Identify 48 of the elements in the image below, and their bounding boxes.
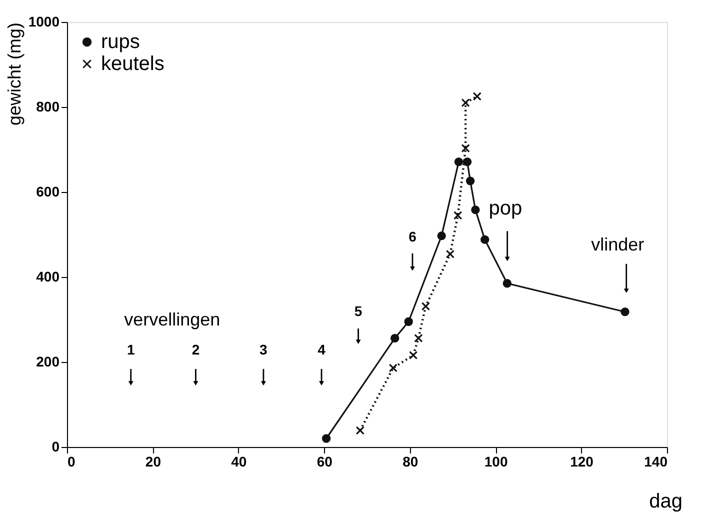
legend-label: rups bbox=[101, 31, 140, 53]
point bbox=[461, 98, 470, 108]
x-tick-label: 80 bbox=[402, 454, 418, 470]
annotation: 6 bbox=[408, 228, 417, 245]
x-tick-label: 0 bbox=[68, 454, 76, 470]
y-tick-label: 600 bbox=[36, 184, 60, 200]
annotation: 5 bbox=[354, 302, 362, 319]
point bbox=[390, 334, 400, 343]
legend-label: keutels bbox=[101, 53, 164, 75]
x-tick-label: 20 bbox=[145, 454, 162, 470]
y-tick-label: 1000 bbox=[28, 14, 60, 30]
point bbox=[502, 279, 512, 288]
annotation: 4 bbox=[318, 341, 326, 358]
point bbox=[462, 157, 472, 166]
x-tick-label: 140 bbox=[644, 454, 668, 470]
point bbox=[404, 317, 413, 326]
y-axis-title: gewicht (mg) bbox=[4, 22, 24, 126]
point bbox=[472, 92, 482, 101]
annotation: vlinder bbox=[591, 234, 644, 254]
y-tick-label: 800 bbox=[36, 98, 60, 114]
y-tick-label: 200 bbox=[36, 354, 60, 370]
annotation: 2 bbox=[192, 341, 200, 358]
point bbox=[408, 350, 418, 360]
annotation: vervellingen bbox=[124, 310, 220, 330]
point bbox=[437, 231, 446, 240]
annotation: 1 bbox=[126, 341, 135, 358]
point bbox=[356, 426, 364, 435]
x-tick-label: 100 bbox=[484, 454, 508, 470]
x-tick-label: 40 bbox=[231, 454, 247, 470]
y-tick-label: 400 bbox=[36, 268, 60, 284]
point bbox=[620, 308, 630, 316]
x-axis-title: dag bbox=[649, 490, 682, 512]
annotation: pop bbox=[488, 198, 522, 220]
point bbox=[480, 235, 490, 244]
point bbox=[414, 334, 423, 343]
x-tick-label: 120 bbox=[570, 454, 594, 470]
point bbox=[454, 157, 464, 166]
point bbox=[466, 176, 475, 186]
point bbox=[388, 364, 398, 372]
point bbox=[461, 144, 470, 153]
point bbox=[446, 250, 454, 258]
point bbox=[454, 211, 462, 220]
y-tick-label: 0 bbox=[52, 438, 60, 454]
point bbox=[471, 206, 480, 214]
point bbox=[421, 302, 430, 311]
point bbox=[322, 434, 331, 443]
x-tick-label: 60 bbox=[316, 454, 333, 470]
annotation: 3 bbox=[260, 341, 268, 358]
